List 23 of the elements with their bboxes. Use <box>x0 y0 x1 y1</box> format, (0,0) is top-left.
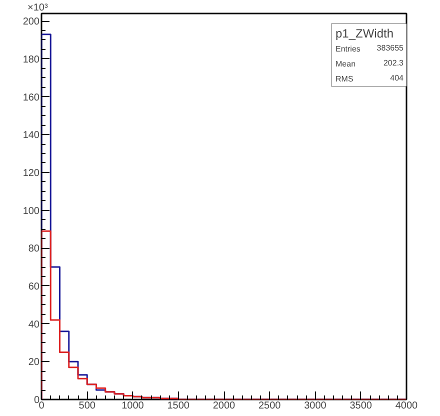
x-tick-label: 500 <box>78 400 96 412</box>
text: RMS 404 <box>336 74 404 84</box>
x-tick-label: 1500 <box>167 400 190 412</box>
x-tick-label: 3500 <box>350 400 372 412</box>
y-tick-label: 100 <box>22 206 40 217</box>
x-tick-label: 4000 <box>395 400 418 412</box>
x-tick-label: 3000 <box>304 400 327 412</box>
y-tick-label: 160 <box>22 92 40 104</box>
text: Entries 383655 <box>336 44 404 54</box>
y-tick-label: 180 <box>22 54 40 66</box>
x-tick-label: 1000 <box>122 400 144 412</box>
y-tick-label: 60 <box>28 281 40 292</box>
annotation: p1_ZWidth <box>336 26 394 40</box>
y-tick-label: 140 <box>22 130 40 142</box>
y-tick-label: 20 <box>28 357 40 368</box>
y-axis-title: ×10³ <box>28 2 48 14</box>
y-tick-label: 200 <box>22 16 40 28</box>
y-tick-label: 80 <box>28 244 40 255</box>
y-tick-label: 40 <box>28 319 40 330</box>
x-tick-label: 2500 <box>258 400 282 412</box>
text: Mean 202.3 <box>336 58 404 68</box>
x-tick-label: 2000 <box>212 400 236 412</box>
y-tick-label: 120 <box>22 168 40 179</box>
